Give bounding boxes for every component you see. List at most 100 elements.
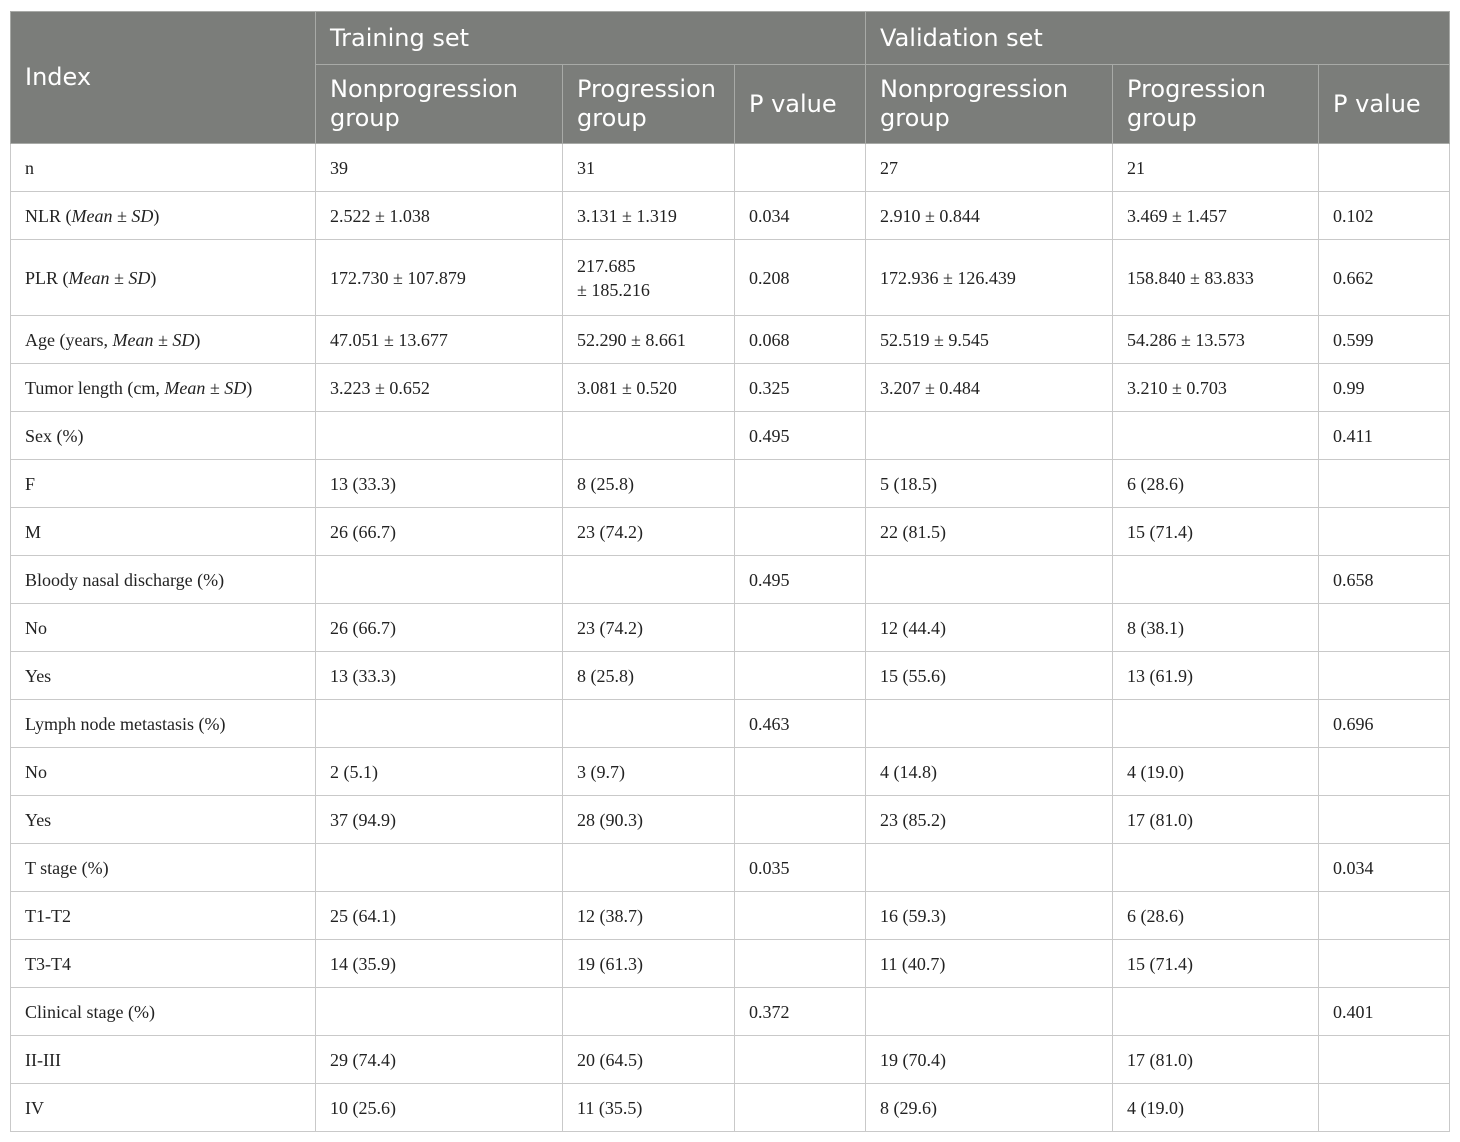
table-row: Yes 13 (33.3) 8 (25.8) 15 (55.6) 13 (61.9) bbox=[10, 651, 1451, 700]
training-progression-header: Progression group bbox=[562, 64, 735, 144]
table-row: M 26 (66.7) 23 (74.2) 22 (81.5) 15 (71.4) bbox=[10, 507, 1451, 556]
validation-progression-cell: 3.210 ± 0.703 bbox=[1112, 363, 1320, 412]
training-pvalue-cell bbox=[733, 143, 867, 192]
row-label: Clinical stage (%) bbox=[10, 987, 316, 1036]
table-row: Yes 37 (94.9) 28 (90.3) 23 (85.2) 17 (81.0) bbox=[10, 795, 1451, 844]
validation-pvalue-cell bbox=[1318, 651, 1451, 700]
validation-pvalue-cell: 0.99 bbox=[1318, 363, 1451, 412]
row-label: n bbox=[10, 143, 316, 192]
validation-pvalue-cell: 0.411 bbox=[1318, 411, 1451, 460]
row-label-statistic: Mean ± SD bbox=[71, 205, 154, 226]
row-label: IV bbox=[10, 1083, 316, 1132]
row-label-prefix: Age (years, bbox=[25, 329, 113, 350]
validation-pvalue-cell bbox=[1318, 795, 1451, 844]
training-pvalue-cell: 0.034 bbox=[733, 191, 867, 240]
training-progression-cell: 11 (35.5) bbox=[562, 1083, 735, 1132]
row-label: T stage (%) bbox=[10, 843, 316, 892]
row-label-suffix: ) bbox=[246, 377, 253, 398]
training-progression-cell bbox=[562, 987, 735, 1036]
training-pvalue-cell: 0.463 bbox=[733, 699, 867, 748]
row-label: M bbox=[10, 507, 316, 556]
training-pvalue-cell bbox=[733, 651, 867, 700]
validation-nonprogression-cell: 4 (14.8) bbox=[865, 747, 1114, 796]
validation-nonprogression-cell: 5 (18.5) bbox=[865, 459, 1114, 508]
validation-pvalue-cell bbox=[1318, 143, 1451, 192]
training-pvalue-cell: 0.495 bbox=[733, 555, 867, 604]
validation-progression-cell: 4 (19.0) bbox=[1112, 1083, 1320, 1132]
validation-pvalue-cell bbox=[1318, 603, 1451, 652]
validation-set-header: Validation set bbox=[865, 11, 1451, 65]
row-label: F bbox=[10, 459, 316, 508]
training-nonprogression-cell: 14 (35.9) bbox=[315, 939, 563, 988]
training-progression-cell: 19 (61.3) bbox=[562, 939, 735, 988]
training-nonprogression-cell: 47.051 ± 13.677 bbox=[315, 315, 563, 364]
validation-pvalue-header: P value bbox=[1318, 64, 1451, 144]
validation-progression-cell: 13 (61.9) bbox=[1112, 651, 1320, 700]
table-row: NLR (Mean ± SD) 2.522 ± 1.038 3.131 ± 1.31… bbox=[10, 191, 1451, 240]
training-nonprogression-cell bbox=[315, 699, 563, 748]
row-label: Age (years, Mean ± SD) bbox=[10, 315, 316, 364]
validation-pvalue-cell: 0.034 bbox=[1318, 843, 1451, 892]
training-nonprogression-cell: 25 (64.1) bbox=[315, 891, 563, 940]
training-progression-cell: 23 (74.2) bbox=[562, 507, 735, 556]
training-progression-cell: 52.290 ± 8.661 bbox=[562, 315, 735, 364]
training-nonprogression-cell: 37 (94.9) bbox=[315, 795, 563, 844]
training-pvalue-cell: 0.495 bbox=[733, 411, 867, 460]
table-row: Age (years, Mean ± SD) 47.051 ± 13.677 52.… bbox=[10, 315, 1451, 364]
table-row: Clinical stage (%) 0.372 0.401 bbox=[10, 987, 1451, 1036]
training-pvalue-cell: 0.372 bbox=[733, 987, 867, 1036]
row-label: PLR (Mean ± SD) bbox=[10, 239, 316, 316]
training-pvalue-cell: 0.035 bbox=[733, 843, 867, 892]
validation-progression-cell: 6 (28.6) bbox=[1112, 891, 1320, 940]
training-nonprogression-cell bbox=[315, 843, 563, 892]
validation-progression-header: Progression group bbox=[1112, 64, 1320, 144]
training-nonprogression-cell: 39 bbox=[315, 143, 563, 192]
training-pvalue-header: P value bbox=[733, 64, 867, 144]
table-row: n 39 31 27 21 bbox=[10, 143, 1451, 192]
validation-pvalue-cell bbox=[1318, 507, 1451, 556]
training-pvalue-cell bbox=[733, 459, 867, 508]
validation-progression-cell: 8 (38.1) bbox=[1112, 603, 1320, 652]
training-pvalue-cell: 0.208 bbox=[733, 239, 867, 316]
training-pvalue-cell bbox=[733, 507, 867, 556]
validation-nonprogression-cell bbox=[865, 555, 1114, 604]
validation-nonprogression-cell: 172.936 ± 126.439 bbox=[865, 239, 1114, 316]
training-nonprogression-cell bbox=[315, 987, 563, 1036]
training-progression-cell: 20 (64.5) bbox=[562, 1035, 735, 1084]
training-pvalue-cell bbox=[733, 603, 867, 652]
training-progression-cell bbox=[562, 843, 735, 892]
training-nonprogression-cell: 26 (66.7) bbox=[315, 507, 563, 556]
validation-nonprogression-cell: 8 (29.6) bbox=[865, 1083, 1114, 1132]
training-pvalue-cell bbox=[733, 747, 867, 796]
validation-nonprogression-cell: 22 (81.5) bbox=[865, 507, 1114, 556]
validation-nonprogression-cell bbox=[865, 987, 1114, 1036]
validation-nonprogression-cell: 27 bbox=[865, 143, 1114, 192]
training-progression-cell bbox=[562, 555, 735, 604]
validation-pvalue-cell: 0.102 bbox=[1318, 191, 1451, 240]
training-progression-cell bbox=[562, 411, 735, 460]
training-nonprogression-cell: 26 (66.7) bbox=[315, 603, 563, 652]
validation-nonprogression-cell: 23 (85.2) bbox=[865, 795, 1114, 844]
cell-line-1: 217.685 bbox=[577, 255, 636, 276]
row-label-statistic: Mean ± SD bbox=[112, 329, 195, 350]
training-progression-cell: 217.685 ± 185.216 bbox=[562, 239, 735, 316]
validation-pvalue-cell bbox=[1318, 1035, 1451, 1084]
validation-progression-cell: 54.286 ± 13.573 bbox=[1112, 315, 1320, 364]
training-progression-cell: 8 (25.8) bbox=[562, 459, 735, 508]
table-row: T1-T2 25 (64.1) 12 (38.7) 16 (59.3) 6 (28.6) bbox=[10, 891, 1451, 940]
table-row: II-III 29 (74.4) 20 (64.5) 19 (70.4) 17 (81.… bbox=[10, 1035, 1451, 1084]
training-pvalue-cell bbox=[733, 795, 867, 844]
row-label-prefix: PLR ( bbox=[25, 267, 69, 288]
table-row: No 2 (5.1) 3 (9.7) 4 (14.8) 4 (19.0) bbox=[10, 747, 1451, 796]
row-label: Yes bbox=[10, 795, 316, 844]
row-label: T3-T4 bbox=[10, 939, 316, 988]
row-label-statistic: Mean ± SD bbox=[164, 377, 247, 398]
table-row: No 26 (66.7) 23 (74.2) 12 (44.4) 8 (38.1) bbox=[10, 603, 1451, 652]
validation-progression-cell: 6 (28.6) bbox=[1112, 459, 1320, 508]
validation-pvalue-cell bbox=[1318, 1083, 1451, 1132]
row-label-suffix: ) bbox=[194, 329, 201, 350]
validation-progression-cell: 15 (71.4) bbox=[1112, 507, 1320, 556]
validation-nonprogression-cell: 12 (44.4) bbox=[865, 603, 1114, 652]
training-pvalue-cell bbox=[733, 939, 867, 988]
validation-progression-cell bbox=[1112, 699, 1320, 748]
